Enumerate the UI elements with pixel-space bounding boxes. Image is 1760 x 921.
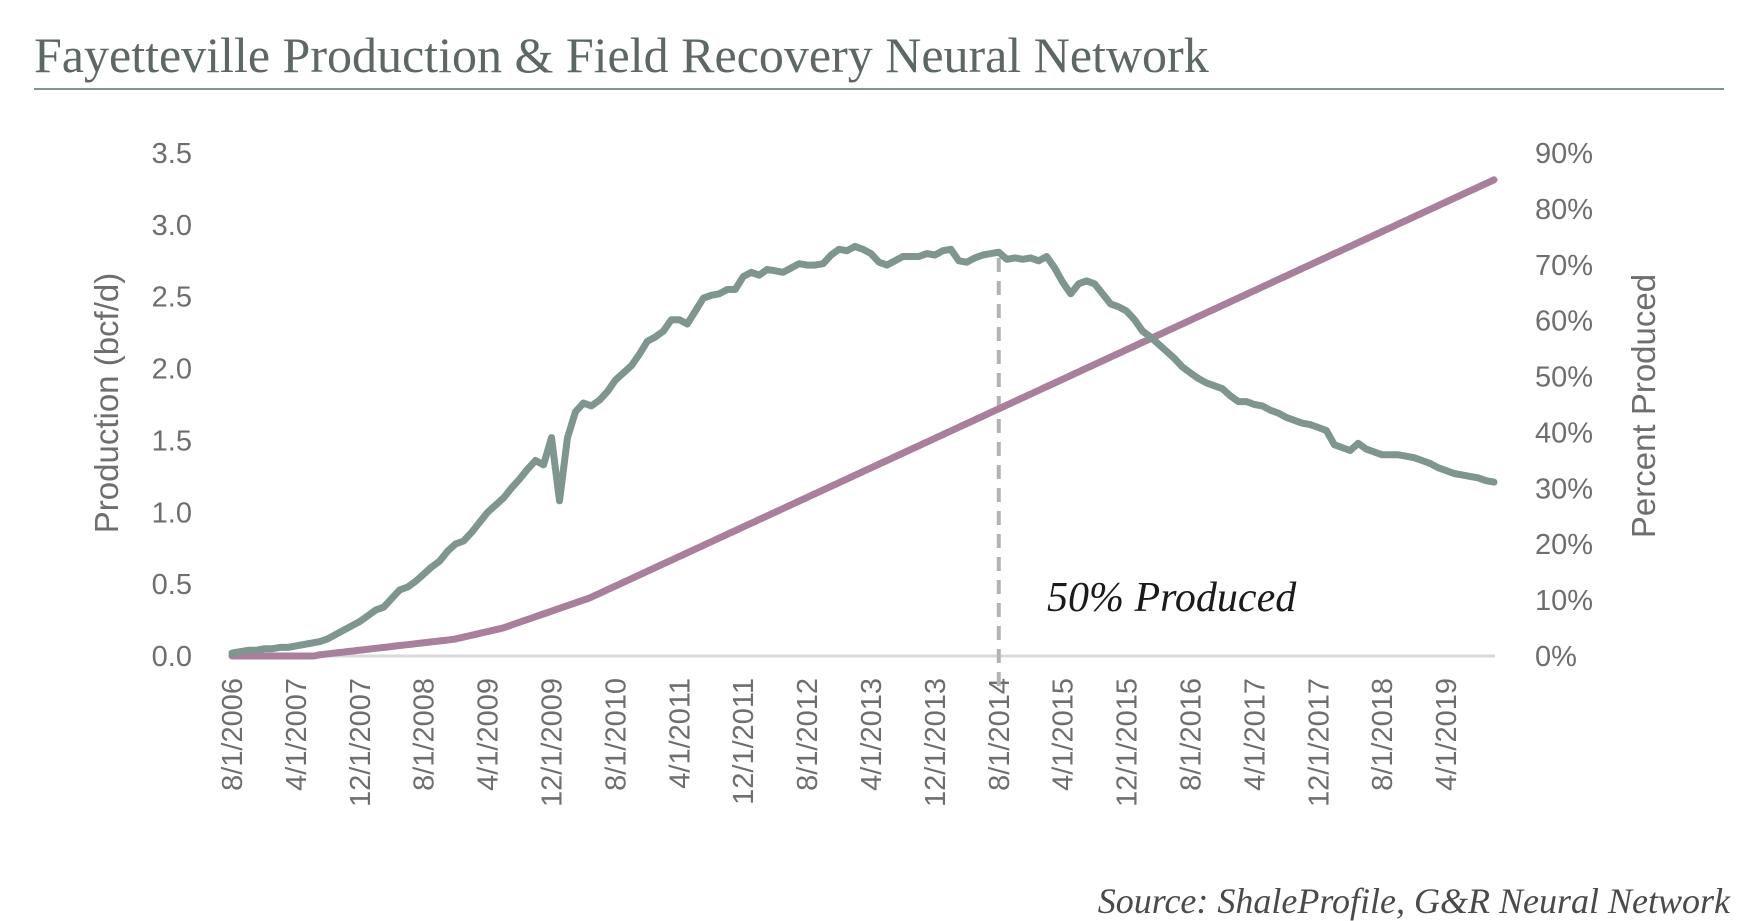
y-tick-label: 2.0 [152,354,192,386]
y2-axis-label: Percent Produced [1625,274,1662,538]
x-tick-label: 4/1/2013 [856,678,888,791]
y-tick-label: 2.5 [152,282,192,314]
y-tick-label: 3.0 [152,210,192,242]
x-tick-label: 12/1/2007 [345,678,377,807]
x-tick-label: 12/1/2009 [536,678,568,807]
x-tick-label: 8/1/2008 [409,678,441,791]
y2-tick-label: 0% [1535,641,1577,673]
x-tick-label: 8/1/2006 [217,678,249,791]
x-tick-label: 12/1/2011 [728,678,760,805]
x-axis-ticks: 8/1/2006 4/1/2007 12/1/2007 8/1/2008 4/1/200… [217,678,1463,807]
y2-tick-label: 40% [1535,417,1593,449]
y2-tick-label: 20% [1535,529,1593,561]
x-tick-label: 4/1/2019 [1431,678,1463,791]
y2-tick-label: 60% [1535,306,1593,338]
x-tick-label: 12/1/2017 [1303,678,1335,807]
x-tick-label: 4/1/2017 [1239,678,1271,791]
x-tick-label: 12/1/2013 [920,678,952,807]
series-percent-produced-line [228,176,1498,660]
y-tick-label: 0.0 [152,641,192,673]
y2-tick-label: 70% [1535,250,1593,282]
x-tick-label: 4/1/2007 [281,678,313,791]
y-tick-label: 0.5 [152,569,192,601]
x-tick-label: 4/1/2009 [473,678,505,791]
y2-tick-label: 30% [1535,473,1593,505]
x-tick-label: 8/1/2018 [1367,678,1399,791]
x-tick-label: 8/1/2016 [1175,678,1207,791]
left-axis-ticks: 0.0 0.5 1.0 1.5 2.0 2.5 3.0 3.5 [152,138,192,673]
series-production-line [228,242,1498,657]
y2-tick-label: 80% [1535,194,1593,226]
source-note: Source: ShaleProfile, G&R Neural Network [1098,881,1731,921]
x-tick-label: 8/1/2010 [600,678,632,791]
x-tick-label: 8/1/2014 [984,678,1016,791]
x-tick-label: 8/1/2012 [792,678,824,791]
y-tick-label: 3.5 [152,138,192,170]
fifty-percent-annotation: 50% Produced [1047,575,1297,621]
right-axis-ticks: 0% 10% 20% 30% 40% 50% 60% 70% 80% 90% [1535,138,1593,673]
y2-tick-label: 90% [1535,138,1593,170]
y2-tick-label: 10% [1535,585,1593,617]
y-tick-label: 1.5 [152,425,192,457]
x-tick-label: 4/1/2015 [1048,678,1080,791]
y-axis-label: Production (bcf/d) [88,273,125,533]
chart-title: Fayetteville Production & Field Recovery… [34,27,1209,83]
y2-tick-label: 50% [1535,362,1593,394]
y-tick-label: 1.0 [152,497,192,529]
x-tick-label: 4/1/2011 [664,678,696,789]
x-tick-label: 12/1/2015 [1112,678,1144,807]
